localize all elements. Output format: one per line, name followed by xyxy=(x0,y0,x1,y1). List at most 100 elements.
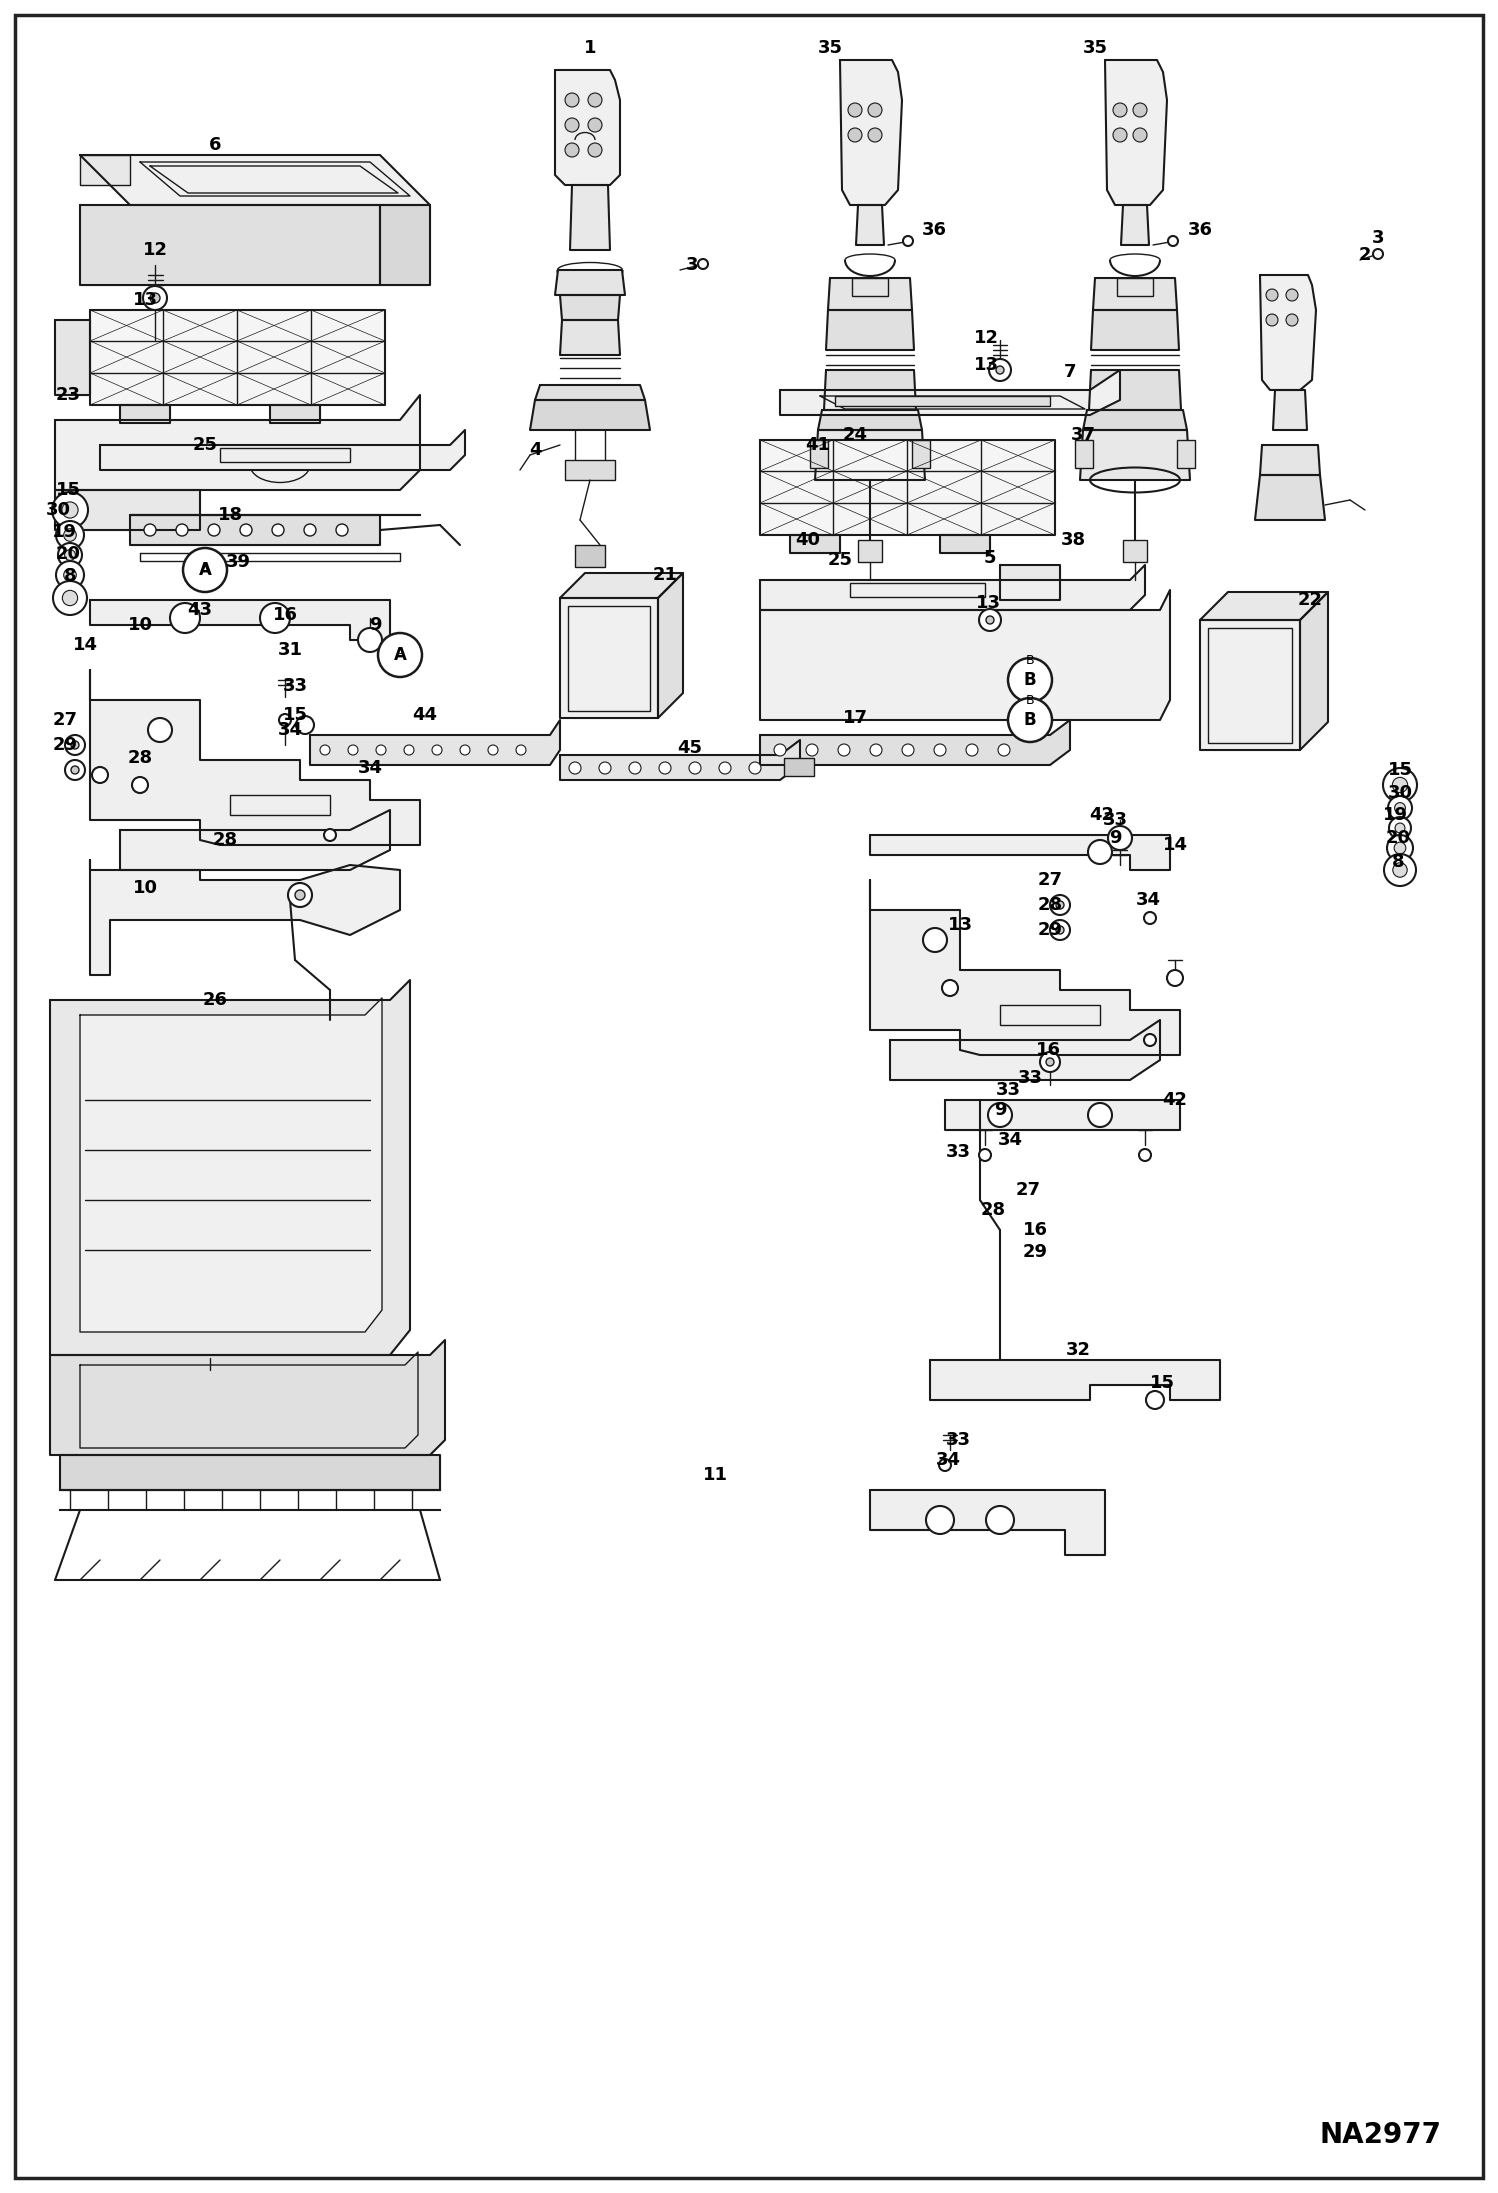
Text: 13: 13 xyxy=(948,917,972,934)
Circle shape xyxy=(1138,1149,1150,1160)
Bar xyxy=(568,605,650,711)
Text: 3: 3 xyxy=(686,257,698,274)
Circle shape xyxy=(348,746,358,754)
Text: 15: 15 xyxy=(1149,1375,1174,1393)
Circle shape xyxy=(70,765,79,774)
Circle shape xyxy=(774,743,786,757)
Text: 30: 30 xyxy=(1387,785,1413,803)
Circle shape xyxy=(1285,289,1297,300)
Circle shape xyxy=(1109,827,1132,851)
Circle shape xyxy=(1395,822,1405,833)
Circle shape xyxy=(749,761,761,774)
Circle shape xyxy=(240,524,252,535)
Polygon shape xyxy=(1260,274,1317,390)
Circle shape xyxy=(1050,895,1070,914)
Text: 22: 22 xyxy=(1297,590,1323,610)
Text: 9: 9 xyxy=(369,616,382,634)
Text: 16: 16 xyxy=(273,605,298,625)
Circle shape xyxy=(870,743,882,757)
Text: 11: 11 xyxy=(703,1465,728,1485)
Circle shape xyxy=(55,522,84,548)
Circle shape xyxy=(1046,1057,1055,1066)
Polygon shape xyxy=(120,406,169,423)
Circle shape xyxy=(565,118,580,132)
Text: 28: 28 xyxy=(213,831,238,849)
Text: 14: 14 xyxy=(72,636,97,654)
Circle shape xyxy=(1040,1053,1061,1072)
Bar xyxy=(575,546,605,568)
Text: 37: 37 xyxy=(1071,425,1095,443)
Circle shape xyxy=(837,743,849,757)
Polygon shape xyxy=(1091,309,1179,351)
Text: 4: 4 xyxy=(529,441,541,458)
Polygon shape xyxy=(1089,371,1180,410)
Text: A: A xyxy=(394,647,406,664)
Polygon shape xyxy=(100,430,464,469)
Polygon shape xyxy=(840,59,902,204)
Polygon shape xyxy=(815,430,924,480)
Circle shape xyxy=(1132,103,1147,116)
Polygon shape xyxy=(759,590,1170,719)
Circle shape xyxy=(55,561,84,590)
Polygon shape xyxy=(79,156,430,204)
Polygon shape xyxy=(941,535,990,553)
Polygon shape xyxy=(560,296,620,320)
Polygon shape xyxy=(560,599,658,717)
Text: 35: 35 xyxy=(818,39,842,57)
Circle shape xyxy=(629,761,641,774)
Polygon shape xyxy=(1260,445,1320,476)
Circle shape xyxy=(1393,862,1407,877)
Polygon shape xyxy=(759,719,1070,765)
Circle shape xyxy=(1168,237,1177,246)
Text: 34: 34 xyxy=(358,759,382,776)
Text: 13: 13 xyxy=(974,355,999,375)
Circle shape xyxy=(659,761,671,774)
Circle shape xyxy=(989,1103,1013,1127)
Circle shape xyxy=(1387,836,1413,862)
Circle shape xyxy=(431,746,442,754)
Text: 36: 36 xyxy=(1188,221,1212,239)
Circle shape xyxy=(1050,921,1070,941)
Bar xyxy=(220,447,351,463)
Polygon shape xyxy=(560,572,683,599)
Text: B: B xyxy=(1026,693,1034,706)
Circle shape xyxy=(1088,840,1112,864)
Text: 18: 18 xyxy=(217,507,243,524)
Circle shape xyxy=(52,491,88,529)
Bar xyxy=(852,279,888,296)
Text: 33: 33 xyxy=(1017,1068,1043,1088)
Circle shape xyxy=(933,743,947,757)
Text: 33: 33 xyxy=(283,678,307,695)
Polygon shape xyxy=(49,980,410,1355)
Polygon shape xyxy=(759,566,1144,610)
Polygon shape xyxy=(825,309,914,351)
Text: 43: 43 xyxy=(187,601,213,618)
Polygon shape xyxy=(1255,476,1326,520)
Bar xyxy=(1177,441,1195,467)
Circle shape xyxy=(1389,818,1411,840)
Circle shape xyxy=(689,761,701,774)
Text: 44: 44 xyxy=(412,706,437,724)
Circle shape xyxy=(336,524,348,535)
Polygon shape xyxy=(945,1101,1180,1129)
Text: 20: 20 xyxy=(55,546,81,564)
Circle shape xyxy=(998,743,1010,757)
Text: 42: 42 xyxy=(1089,807,1115,825)
Circle shape xyxy=(1113,103,1126,116)
Circle shape xyxy=(1266,289,1278,300)
Text: 42: 42 xyxy=(1162,1090,1188,1110)
Text: 29: 29 xyxy=(1038,921,1062,939)
Circle shape xyxy=(175,524,189,535)
Text: 40: 40 xyxy=(795,531,821,548)
Text: 2: 2 xyxy=(1359,246,1371,263)
Circle shape xyxy=(460,746,470,754)
Text: 23: 23 xyxy=(55,386,81,404)
Polygon shape xyxy=(789,535,840,553)
Circle shape xyxy=(64,550,75,561)
Bar xyxy=(1118,279,1153,296)
Bar xyxy=(810,441,828,467)
Text: 33: 33 xyxy=(945,1432,971,1450)
Text: 15: 15 xyxy=(1387,761,1413,779)
Bar xyxy=(858,539,882,561)
Circle shape xyxy=(376,746,386,754)
